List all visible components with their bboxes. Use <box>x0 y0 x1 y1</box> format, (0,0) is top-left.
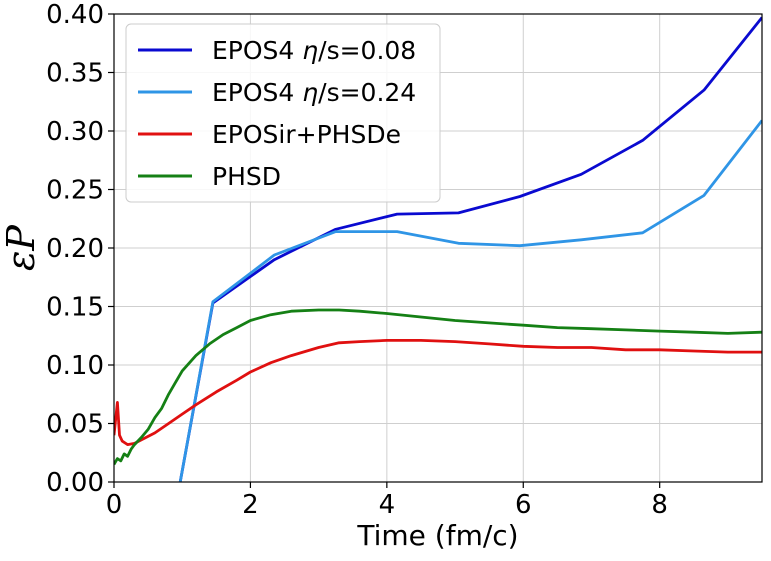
y-tick-label: 0.40 <box>46 0 104 30</box>
legend: EPOS4 η/s=0.08 EPOS4 η/s=0.24 EPOSir+PHSDe… <box>125 23 441 203</box>
legend-label-2: EPOS4 η/s=0.24 <box>212 78 416 107</box>
series-line-4 <box>114 308 762 466</box>
y-tick-label: 0.35 <box>46 59 104 89</box>
x-tick-label: 6 <box>515 490 532 520</box>
y-tick-label: 0.20 <box>46 234 104 264</box>
x-tick-label: 0 <box>106 490 123 520</box>
legend-box <box>125 23 441 203</box>
legend-label-1: EPOS4 η/s=0.08 <box>212 36 416 65</box>
x-tick-label: 4 <box>379 490 396 520</box>
series-line-3 <box>114 339 762 446</box>
y-tick-label: 0.00 <box>46 468 104 498</box>
legend-label-3: EPOSir+PHSDe <box>212 120 401 149</box>
y-tick-label: 0.30 <box>46 117 104 147</box>
y-tick-label: 0.25 <box>46 176 104 206</box>
series-line-2 <box>178 119 762 482</box>
y-tick-label: 0.05 <box>46 410 104 440</box>
y-tick-label: 0.15 <box>46 293 104 323</box>
y-axis-label-group: εP <box>0 224 43 271</box>
legend-label-4: PHSD <box>212 162 281 191</box>
axis-ticks: 0 2 4 6 8 0.00 0.05 0.10 0.15 0.20 0.25 0.30 0.35 0.4… <box>46 0 668 520</box>
series-lines <box>114 16 762 482</box>
series-line-1 <box>178 16 762 482</box>
x-axis-label: Time (fm/c) <box>356 519 518 552</box>
x-tick-label: 8 <box>651 490 668 520</box>
y-tick-label: 0.10 <box>46 351 104 381</box>
x-tick-label: 2 <box>242 490 259 520</box>
y-axis-label: εP <box>0 224 43 271</box>
